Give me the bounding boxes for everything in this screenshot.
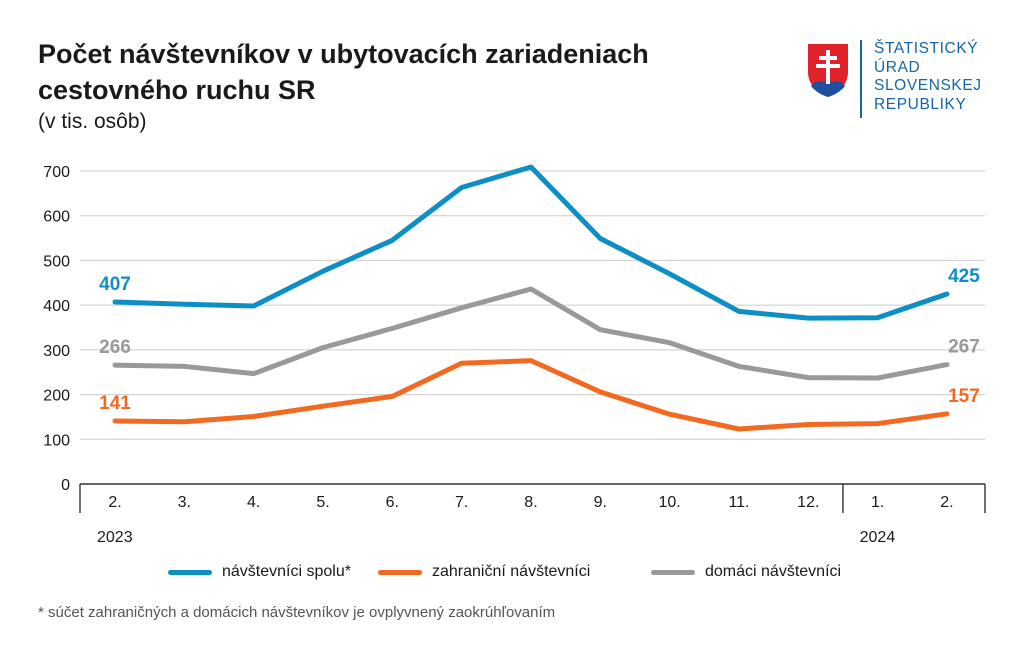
footnote: * súčet zahraničných a domácich návštevn… [38, 604, 556, 621]
title-line-1: Počet návštevníkov v ubytovacích zariade… [38, 39, 649, 69]
logo-line-1: ŠTATISTICKÝ [874, 40, 979, 57]
logo-line-3: SLOVENSKEJ [874, 77, 982, 94]
series-line [112, 358, 950, 432]
legend-label: zahraniční návštevníci [432, 563, 591, 580]
legend-item: domáci návštevníci [651, 560, 841, 584]
line-chart: 0 100 200 300 400 500 600 700 2. 3. 4. 5. 6. 7. 8. 9. 1… [43, 164, 986, 546]
data-label-first: 266 [99, 337, 131, 358]
x-tick-label: 9. [594, 494, 607, 511]
susr-logo: ŠTATISTICKÝ ÚRAD SLOVENSKEJ REPUBLIKY [806, 40, 1006, 120]
x-tick-label: 7. [455, 494, 468, 511]
data-label-first: 407 [99, 274, 131, 295]
x-tick-label: 4. [247, 494, 260, 511]
x-tick-label: 5. [316, 494, 329, 511]
y-tick-label: 600 [43, 209, 70, 226]
x-tick-label: 6. [386, 494, 399, 511]
chart-title: Počet návštevníkov v ubytovacích zariade… [38, 36, 798, 108]
title-line-2: cestovného ruchu SR [38, 75, 316, 105]
x-tick-label: 2. [108, 494, 121, 511]
data-label-last: 157 [948, 386, 980, 407]
x-axis: 2. 3. 4. 5. 6. 7. 8. 9. 10. 11. 12. 1. 2. 2023 2024 [79, 484, 986, 546]
year-label: 2024 [860, 529, 896, 546]
series-lines [112, 164, 950, 432]
y-tick-label: 300 [43, 343, 70, 360]
y-tick-label: 400 [43, 298, 70, 315]
data-label-last: 425 [948, 266, 980, 287]
legend-swatch [651, 569, 695, 575]
x-tick-label: 2. [940, 494, 953, 511]
logo-line-2: ÚRAD [874, 58, 921, 76]
y-tick-label: 0 [61, 477, 70, 494]
data-label-first: 141 [99, 393, 131, 414]
logo-line-4: REPUBLIKY [874, 95, 967, 113]
y-axis-ticks: 0 100 200 300 400 500 600 700 [43, 164, 70, 494]
legend-item: návštevníci spolu* [168, 560, 351, 584]
y-tick-label: 700 [43, 164, 70, 181]
logo-divider [860, 40, 862, 118]
x-tick-label: 8. [524, 494, 537, 511]
data-label-last: 267 [948, 337, 980, 358]
legend-swatch [378, 569, 422, 575]
y-tick-label: 100 [43, 432, 70, 449]
x-tick-label: 1. [871, 494, 884, 511]
legend-label: návštevníci spolu* [222, 563, 351, 580]
chart-legend: návštevníci spolu* zahraniční návštevníci… [0, 560, 1024, 584]
legend-swatch [168, 569, 212, 575]
y-tick-label: 200 [43, 388, 70, 405]
chart-subtitle: (v tis. osôb) [38, 110, 147, 133]
logo-text: ŠTATISTICKÝ ÚRAD SLOVENSKEJ REPUBLIKY [874, 40, 982, 114]
y-tick-label: 500 [43, 253, 70, 270]
grid-lines [80, 170, 985, 485]
x-tick-label: 12. [797, 494, 819, 511]
x-tick-label: 11. [728, 494, 749, 511]
data-labels: 407 425 141 157 266 267 [99, 266, 980, 414]
x-tick-label: 3. [178, 494, 191, 511]
series-line [112, 164, 950, 321]
series-line [112, 286, 950, 381]
slovak-coat-of-arms-icon [808, 44, 848, 97]
x-tick-label: 10. [659, 494, 681, 511]
year-label: 2023 [97, 529, 133, 546]
legend-item: zahraniční návštevníci [378, 560, 590, 584]
legend-label: domáci návštevníci [705, 563, 842, 580]
